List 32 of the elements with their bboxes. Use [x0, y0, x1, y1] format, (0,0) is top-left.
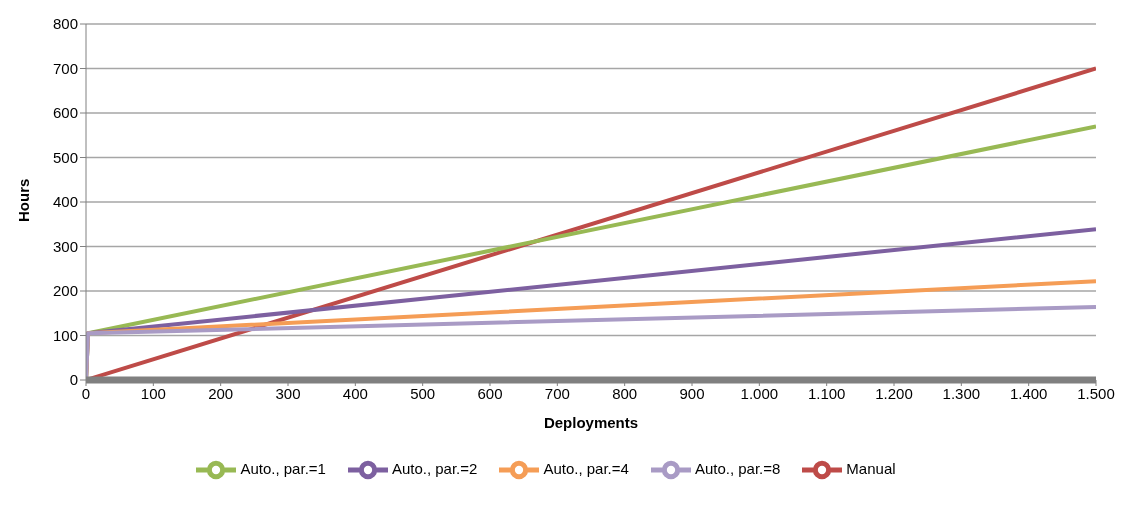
legend-label: Auto., par.=4 — [543, 459, 629, 477]
x-tick-label: 500 — [410, 384, 436, 402]
y-tick-label: 700 — [52, 59, 78, 77]
x-tick-label: 200 — [208, 384, 234, 402]
y-tick-label: 100 — [52, 326, 78, 344]
legend-label: Manual — [846, 459, 896, 477]
x-tick-label: 1.500 — [1077, 384, 1115, 402]
x-tick-label: 300 — [275, 384, 301, 402]
x-tick-label: 600 — [477, 384, 503, 402]
x-tick-label: 700 — [544, 384, 570, 402]
x-tick-label: 900 — [679, 384, 705, 402]
x-tick-label: 1.000 — [740, 384, 779, 402]
x-tick-label: 1.100 — [807, 384, 846, 402]
y-tick-label: 0 — [69, 371, 78, 389]
y-tick-label: 800 — [52, 15, 78, 33]
x-tick-label: 400 — [342, 384, 368, 402]
x-tick-label: 1.300 — [942, 384, 981, 402]
y-tick-label: 300 — [52, 237, 78, 255]
y-axis-title: Hours — [15, 178, 33, 222]
y-tick-label: 400 — [52, 193, 78, 211]
y-tick-label: 600 — [52, 104, 78, 122]
y-tick-label: 200 — [52, 282, 78, 300]
x-tick-label: 100 — [140, 384, 166, 402]
x-tick-label: 1.200 — [875, 384, 913, 402]
x-tick-label: 1.400 — [1009, 384, 1048, 402]
y-tick-label: 500 — [52, 148, 78, 166]
legend-label: Auto., par.=8 — [694, 459, 781, 477]
legend-label: Auto., par.=2 — [391, 459, 478, 477]
legend-label: Auto., par.=1 — [240, 459, 326, 477]
x-tick-label: 800 — [612, 384, 638, 402]
x-tick-label: 0 — [81, 384, 91, 402]
x-axis-title: Deployments — [543, 414, 639, 431]
